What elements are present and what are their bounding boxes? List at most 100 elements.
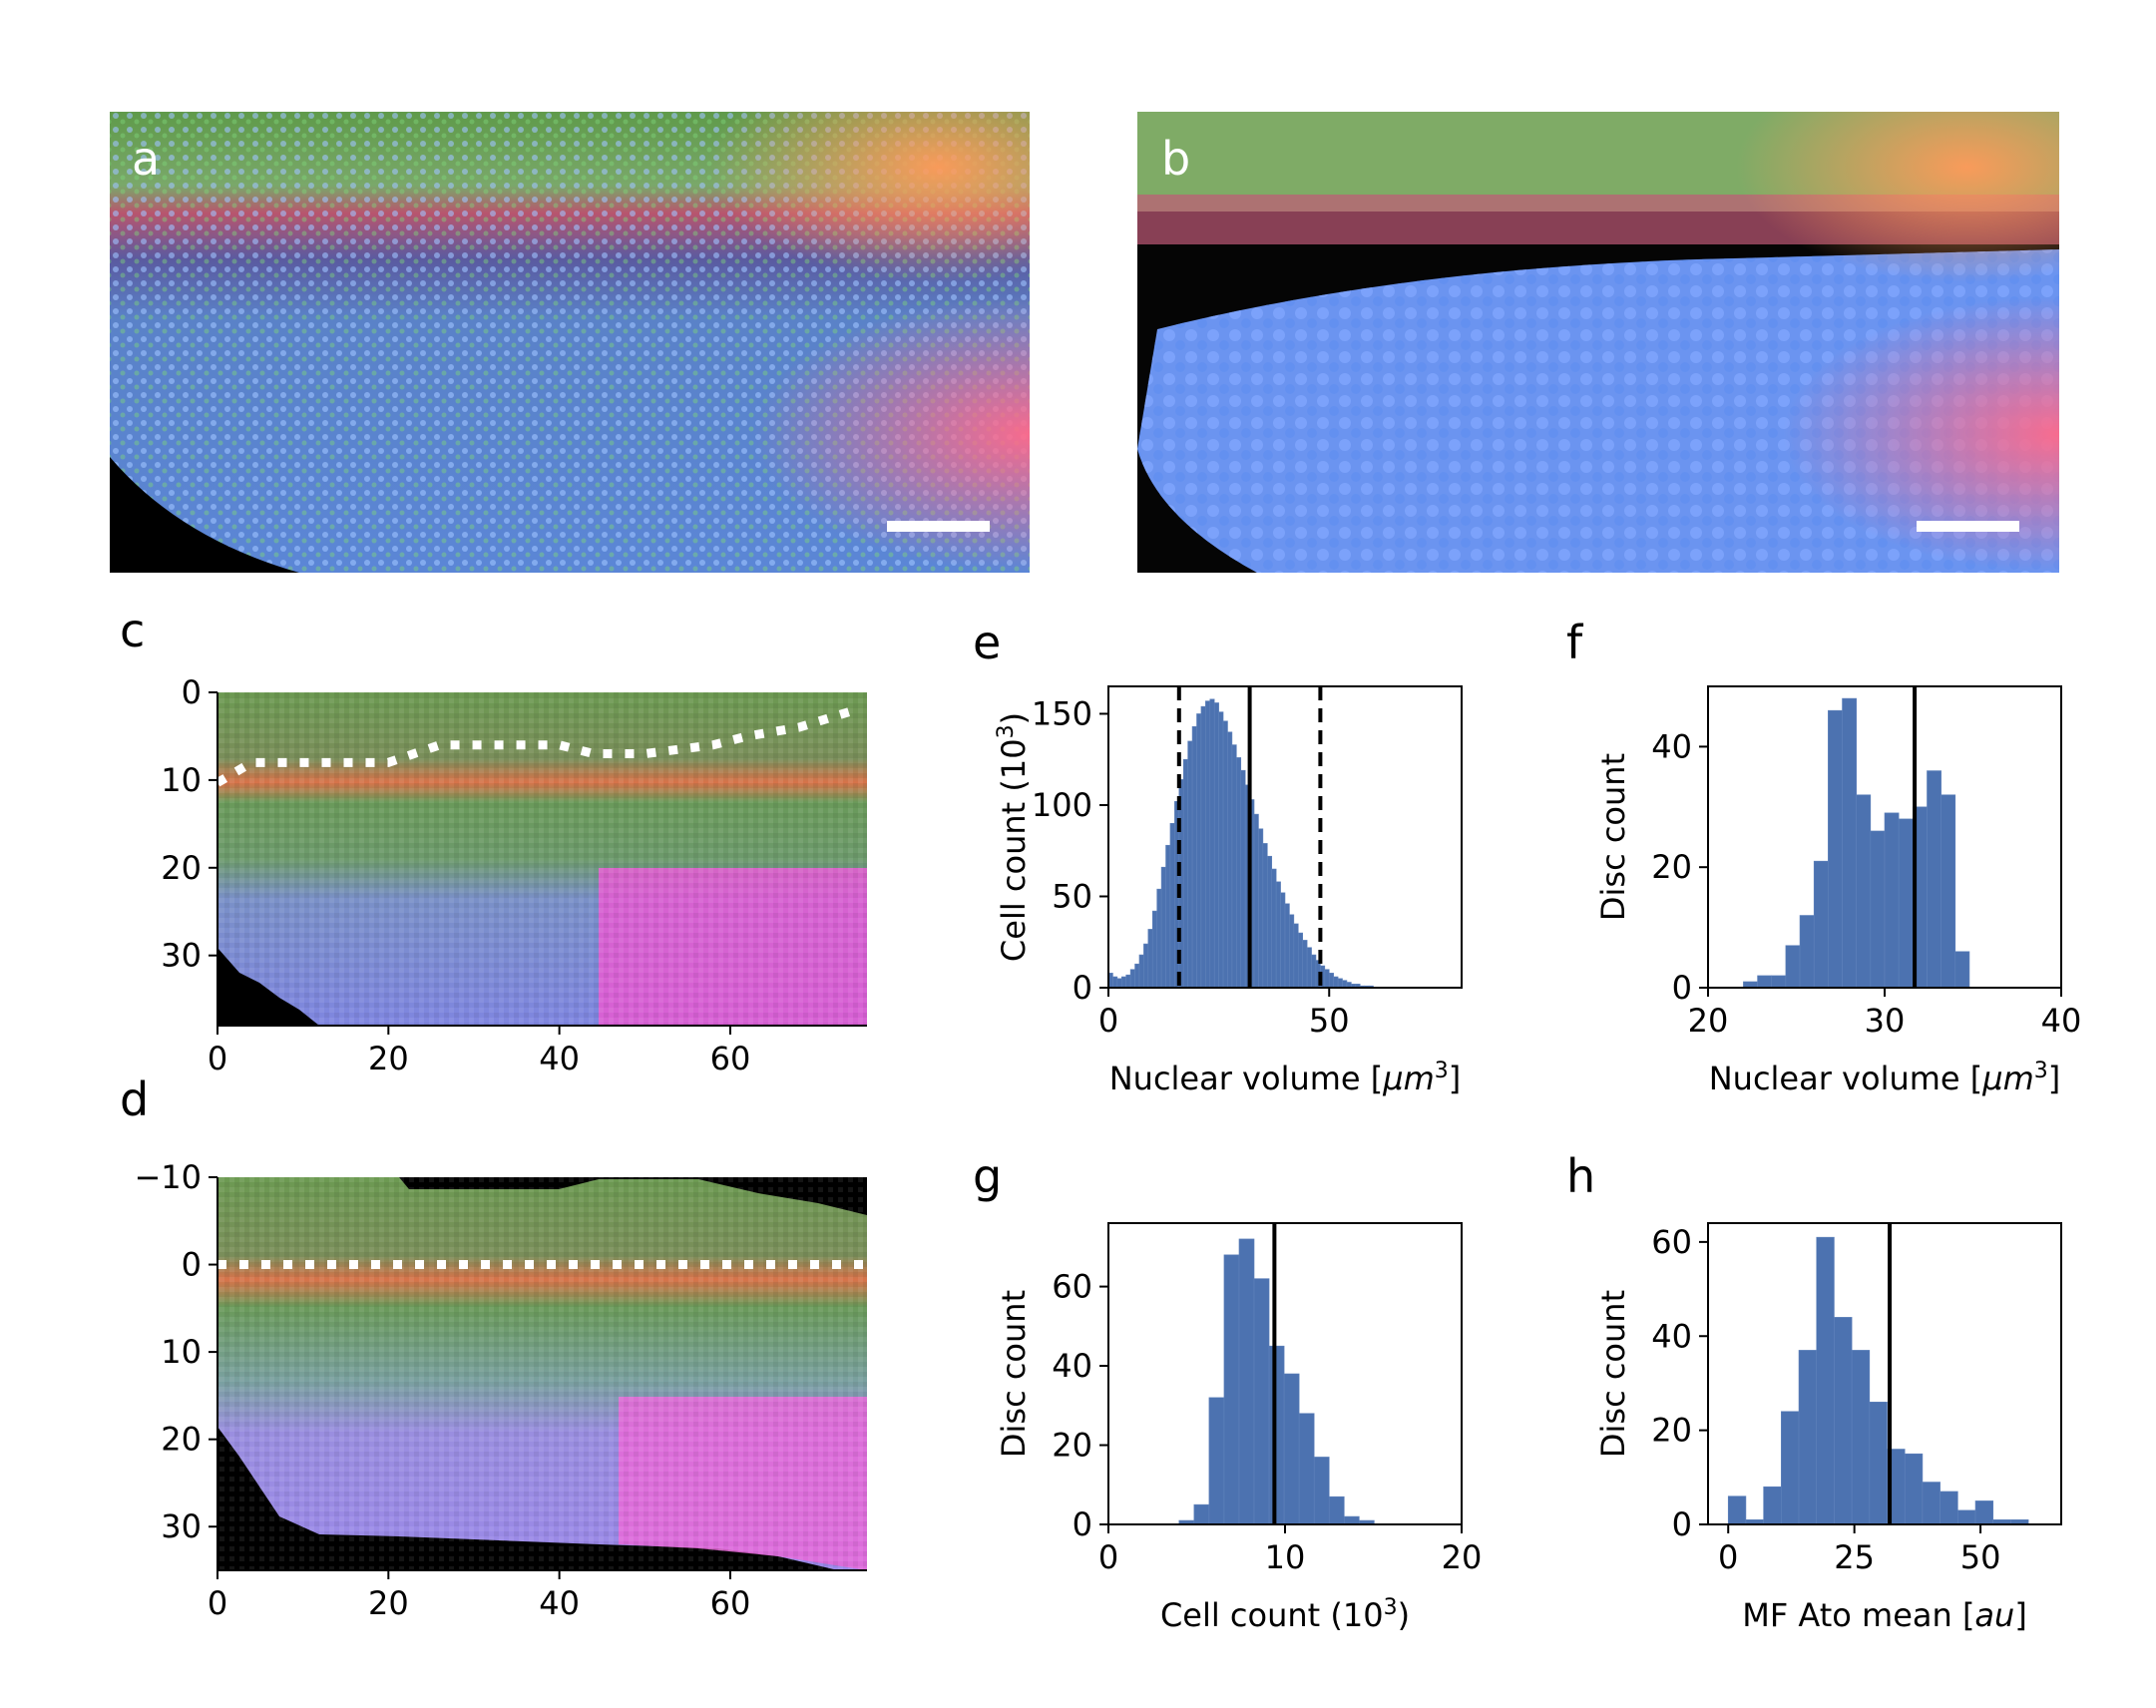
- y-label-sup: 3: [994, 724, 1019, 738]
- bar: [1284, 903, 1290, 989]
- x-label-sup: 3: [1435, 1059, 1449, 1083]
- y-tick-label: 0: [1672, 1505, 1692, 1543]
- bar: [1798, 1350, 1818, 1525]
- y-axis-label: Cell count (103): [994, 712, 1033, 962]
- y-label-text: Disc count: [995, 1290, 1033, 1458]
- x-axis-label: Cell count (103): [1160, 1595, 1410, 1634]
- bar: [1240, 769, 1246, 989]
- y-tick-label: 40: [1052, 1347, 1092, 1385]
- bar: [1236, 757, 1242, 989]
- scale-bar-b: [1917, 521, 2019, 532]
- bar: [1160, 866, 1166, 989]
- y-axis-label: Disc count: [995, 1290, 1033, 1458]
- bar: [1205, 700, 1211, 989]
- x-label-math: μm: [1382, 1060, 1435, 1097]
- bar: [1813, 860, 1829, 989]
- bar: [1904, 1453, 1924, 1525]
- y-label-text: Disc count: [1594, 1290, 1632, 1458]
- bar: [1138, 954, 1144, 989]
- bar: [1974, 1500, 1994, 1525]
- bar: [1222, 720, 1228, 989]
- panel-letter-f: f: [1566, 616, 1584, 669]
- bar: [1328, 1495, 1345, 1525]
- x-tick-label: 40: [2041, 1002, 2082, 1040]
- bar: [1333, 976, 1339, 989]
- axes-frame: [1707, 1222, 2062, 1525]
- bar: [1196, 713, 1202, 989]
- y-tick-label: 30: [161, 1507, 202, 1545]
- x-tick-label: 20: [1688, 1002, 1729, 1040]
- bar: [1781, 1411, 1800, 1525]
- y-tick-label: 40: [1651, 727, 1692, 765]
- axes-c: 0 20 40 60 0 10 20 30: [161, 673, 867, 1077]
- x-tick-label: 20: [368, 1584, 409, 1622]
- x-tick-label: 0: [208, 1584, 227, 1622]
- y-tick-label: 60: [1651, 1223, 1692, 1261]
- axes-h: MF Ato mean [au] Disc count 0 25 50 0 20 40 60: [1594, 1222, 2062, 1634]
- bar: [1143, 943, 1149, 989]
- bar: [1816, 1236, 1835, 1525]
- bar: [1271, 868, 1277, 989]
- heatmap-d-pixels: [217, 1177, 867, 1570]
- bar: [1223, 1254, 1240, 1525]
- panel-e: e Nuclear volume [μm3]Cell count (103)0 5…: [973, 616, 1463, 1097]
- bar: [1227, 731, 1233, 989]
- bar: [1328, 973, 1334, 989]
- x-tick-label: 40: [539, 1040, 580, 1077]
- panel-letter-b: b: [1161, 132, 1190, 186]
- y-axis-label: Disc count: [1594, 1290, 1632, 1458]
- bar: [1253, 1278, 1270, 1525]
- bar: [1870, 830, 1886, 989]
- bar: [1771, 975, 1787, 989]
- x-tick-label: 20: [368, 1040, 409, 1077]
- bar: [1337, 978, 1343, 989]
- bar: [1125, 974, 1131, 989]
- panel-a: a: [110, 112, 1030, 573]
- x-tick-label: 60: [710, 1584, 751, 1622]
- bar: [1869, 1402, 1888, 1525]
- image-corner-black: [110, 457, 299, 573]
- bar: [1763, 1486, 1782, 1525]
- y-tick-label: 20: [1651, 1412, 1692, 1450]
- panel-letter-c: c: [120, 604, 145, 657]
- bar: [1253, 813, 1259, 989]
- x-label-text: Cell count (10: [1160, 1596, 1384, 1634]
- bar: [1275, 881, 1281, 989]
- bar: [1342, 980, 1348, 989]
- y-tick-label: 0: [1073, 1505, 1092, 1543]
- heatmap-masked-corner: [217, 948, 319, 1026]
- y-tick-label: 10: [161, 761, 202, 799]
- bar: [1922, 1482, 1940, 1525]
- bar: [1200, 705, 1206, 989]
- y-tick-label: 0: [1073, 969, 1092, 1007]
- x-axis-label: Nuclear volume [μm3]: [1709, 1059, 2061, 1097]
- y-label-end: ): [995, 712, 1033, 724]
- bar: [1238, 1238, 1255, 1525]
- bar: [1151, 910, 1157, 989]
- bar: [1957, 1509, 1976, 1525]
- bar: [1182, 758, 1188, 989]
- bar: [1727, 1495, 1747, 1525]
- bar: [1267, 855, 1273, 989]
- bar: [1785, 945, 1801, 989]
- bar: [1268, 1345, 1285, 1525]
- y-tick-label: 20: [1651, 848, 1692, 886]
- bar: [1834, 1317, 1853, 1525]
- x-tick-label: 0: [1098, 1002, 1118, 1040]
- panel-letter-d: d: [120, 1072, 149, 1126]
- bar: [1193, 1503, 1210, 1525]
- y-label-text: Cell count (10: [995, 738, 1033, 962]
- x-tick-label: 40: [539, 1584, 580, 1622]
- bar: [1851, 1350, 1871, 1525]
- dotted-line: [215, 707, 852, 787]
- x-label-sup: 3: [1384, 1595, 1398, 1620]
- bar: [1169, 822, 1175, 989]
- bar: [1156, 888, 1162, 989]
- bar: [1283, 1373, 1300, 1525]
- bar: [1940, 794, 1956, 989]
- pink-region-b: [1137, 112, 2059, 573]
- bar: [1280, 892, 1286, 989]
- bar: [1129, 969, 1135, 989]
